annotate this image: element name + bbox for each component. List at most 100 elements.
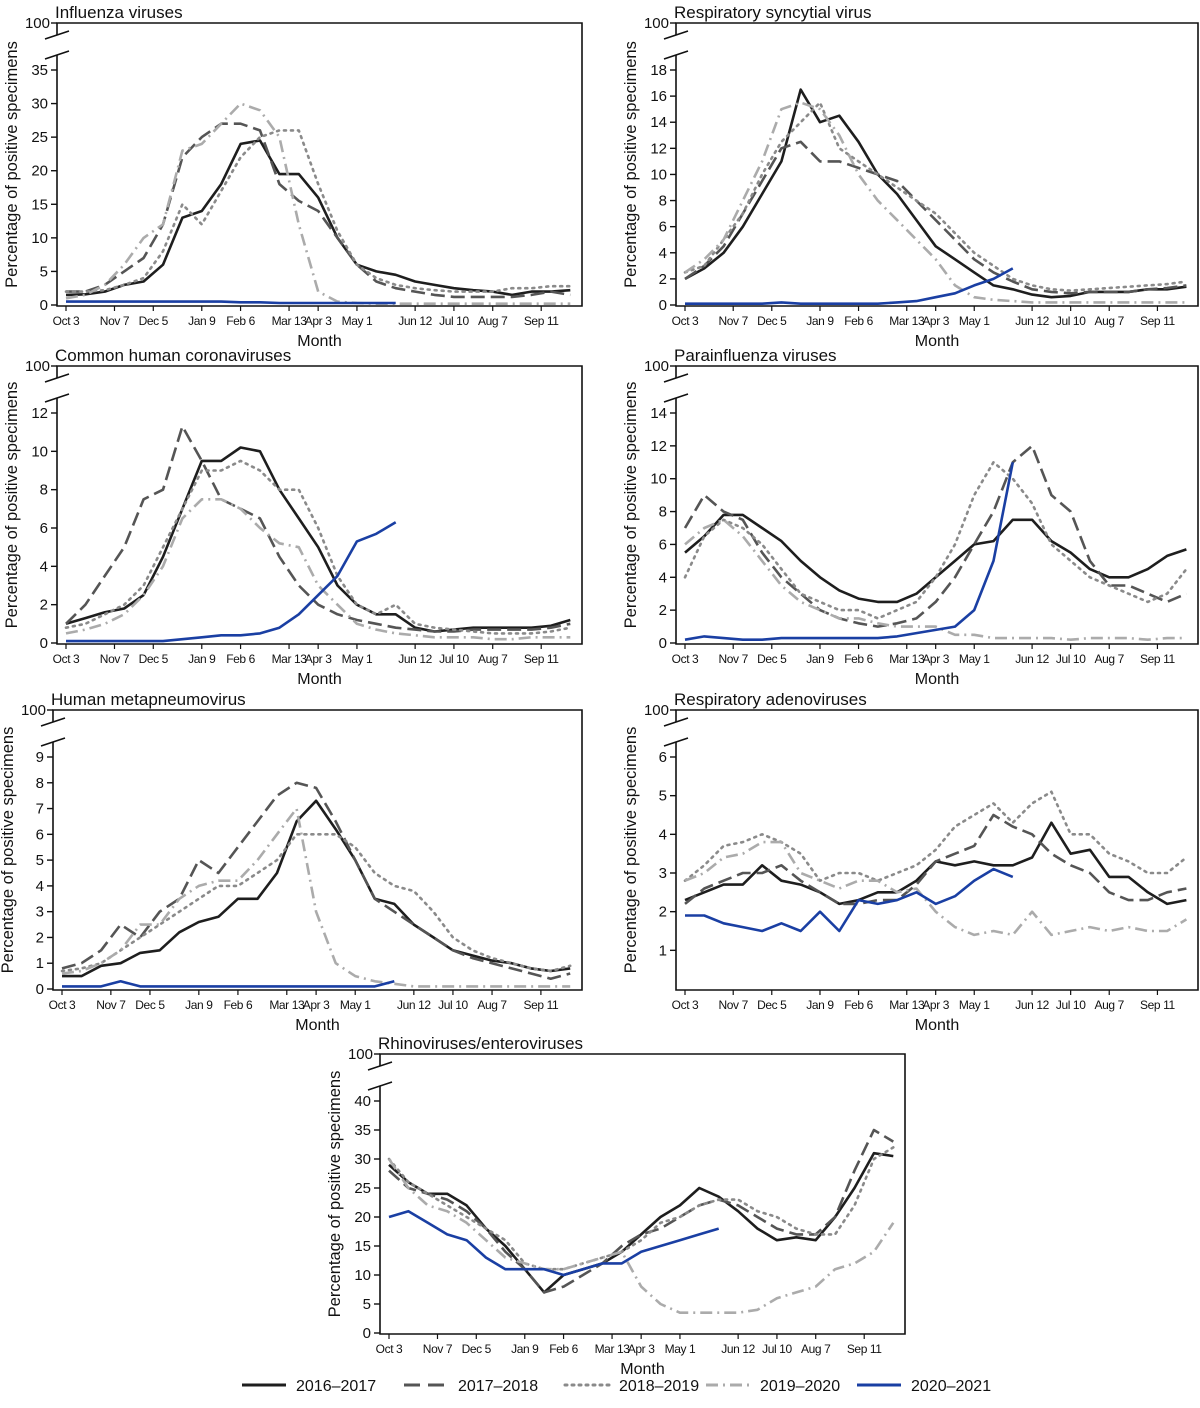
x-tick-label: Dec 5: [462, 1342, 492, 1356]
y-tick-label: 30: [31, 96, 48, 113]
x-tick-label: Jun 12: [398, 314, 432, 328]
y-axis-label: Percentage of positive specimens: [622, 41, 640, 288]
y-tick-label: 8: [659, 504, 667, 521]
x-tick-label: Apr 3: [305, 652, 332, 666]
x-axis-label: Month: [297, 333, 341, 350]
series-line-2019-2020: [684, 101, 1187, 304]
y-tick-label: 18: [650, 62, 667, 79]
y-tick-label: 5: [36, 852, 44, 869]
x-tick-label: Nov 7: [719, 998, 749, 1012]
x-tick-label: Nov 7: [719, 652, 749, 666]
x-tick-label: Jan 9: [188, 314, 216, 328]
axis-break-icon: [40, 717, 66, 747]
x-axis-label: Month: [915, 671, 959, 688]
y-tick-label: 10: [650, 471, 667, 488]
axis-break-icon: [44, 30, 70, 60]
y-axis-label: Percentage of positive specimens: [326, 1071, 344, 1318]
series-line-2019-2020: [684, 518, 1187, 642]
x-tick-label: Feb 6: [224, 998, 253, 1012]
x-tick-label: Oct 3: [672, 998, 699, 1012]
x-tick-label: Aug 7: [1095, 652, 1125, 666]
y-tick-label: 14: [650, 114, 667, 131]
x-tick-label: Mar 13: [595, 1342, 631, 1356]
x-tick-label: May 1: [959, 314, 990, 328]
x-tick-label: Jul 10: [439, 314, 469, 328]
series-line-2020-2021: [685, 867, 1014, 933]
y-tick-label: 3: [659, 865, 667, 882]
x-tick-label: Sep 11: [1140, 314, 1175, 328]
plot-frame: [675, 365, 1199, 645]
panel-title: Respiratory adenoviruses: [674, 690, 867, 709]
x-tick-label: Jun 12: [1015, 998, 1049, 1012]
x-axis-label: Month: [915, 1017, 959, 1034]
y-break-label: 100: [644, 702, 669, 719]
x-tick-label: Jan 9: [511, 1342, 539, 1356]
x-tick-label: Apr 3: [922, 652, 949, 666]
y-axis-label: Percentage of positive specimens: [3, 382, 21, 629]
y-tick-label: 0: [40, 635, 48, 652]
series-line-2017-2018: [388, 1128, 894, 1294]
x-tick-label: Jul 10: [438, 998, 468, 1012]
series-line-2020-2021: [685, 267, 1014, 306]
x-tick-label: Dec 5: [135, 998, 165, 1012]
y-break-label: 100: [25, 358, 50, 375]
y-tick-label: 4: [659, 569, 667, 586]
y-tick-label: 2: [659, 271, 667, 288]
series-line-2016-2017: [65, 139, 571, 297]
y-tick-label: 2: [659, 904, 667, 921]
series-line-2020-2021: [62, 979, 395, 988]
x-tick-label: Jul 10: [1056, 314, 1086, 328]
y-tick-label: 4: [659, 245, 667, 262]
axis-break-icon: [663, 717, 689, 747]
y-tick-label: 25: [31, 129, 48, 146]
x-tick-label: Sep 11: [524, 998, 559, 1012]
x-tick-label: Jul 10: [1056, 998, 1086, 1012]
x-tick-label: Dec 5: [139, 314, 169, 328]
x-tick-label: Feb 6: [844, 314, 873, 328]
y-axis-label: Percentage of positive specimens: [3, 41, 21, 288]
x-tick-label: Jan 9: [806, 652, 834, 666]
series-line-2020-2021: [684, 462, 1015, 642]
x-tick-label: Jan 9: [806, 314, 834, 328]
series-line-2020-2021: [388, 1209, 720, 1277]
y-tick-label: 10: [31, 230, 48, 247]
x-tick-label: May 1: [959, 998, 990, 1012]
plot-frame: [675, 709, 1199, 991]
series-line-2017-2018: [684, 140, 1187, 295]
legend-label: 2017–2018: [458, 1378, 538, 1395]
y-tick-label: 2: [659, 602, 667, 619]
x-tick-label: Jun 12: [1015, 652, 1049, 666]
y-tick-label: 1: [36, 955, 44, 972]
legend-label: 2018–2019: [619, 1378, 699, 1395]
y-tick-label: 4: [659, 826, 667, 843]
panel-7: 100Rhinoviruses/enterovirusesPercentage …: [326, 1034, 906, 1378]
y-tick-label: 30: [354, 1151, 371, 1168]
y-tick-label: 5: [40, 263, 48, 280]
series-line-2017-2018: [683, 444, 1187, 628]
y-tick-label: 10: [354, 1267, 371, 1284]
x-tick-label: Sep 11: [1140, 652, 1175, 666]
axis-break-icon: [663, 373, 689, 403]
x-tick-label: Feb 6: [549, 1342, 578, 1356]
axis-break-icon: [367, 1061, 393, 1091]
x-tick-label: Feb 6: [226, 314, 255, 328]
x-axis-label: Month: [295, 1017, 339, 1034]
x-tick-label: Nov 7: [100, 314, 130, 328]
x-tick-label: Aug 7: [478, 652, 508, 666]
y-break-label: 100: [25, 15, 50, 32]
y-axis-label: Percentage of positive specimens: [0, 727, 17, 974]
series-line-2016-2017: [65, 446, 571, 633]
plot-frame: [52, 709, 583, 991]
series-line-2020-2021: [66, 300, 396, 305]
y-tick-label: 35: [354, 1122, 371, 1139]
x-tick-label: Apr 3: [922, 314, 949, 328]
series-line-2018-2019: [683, 460, 1188, 620]
y-tick-label: 5: [659, 788, 667, 805]
x-tick-label: Mar 13: [269, 998, 305, 1012]
y-break-label: 100: [348, 1046, 373, 1063]
y-tick-label: 6: [659, 219, 667, 236]
series-line-2019-2020: [684, 840, 1188, 937]
